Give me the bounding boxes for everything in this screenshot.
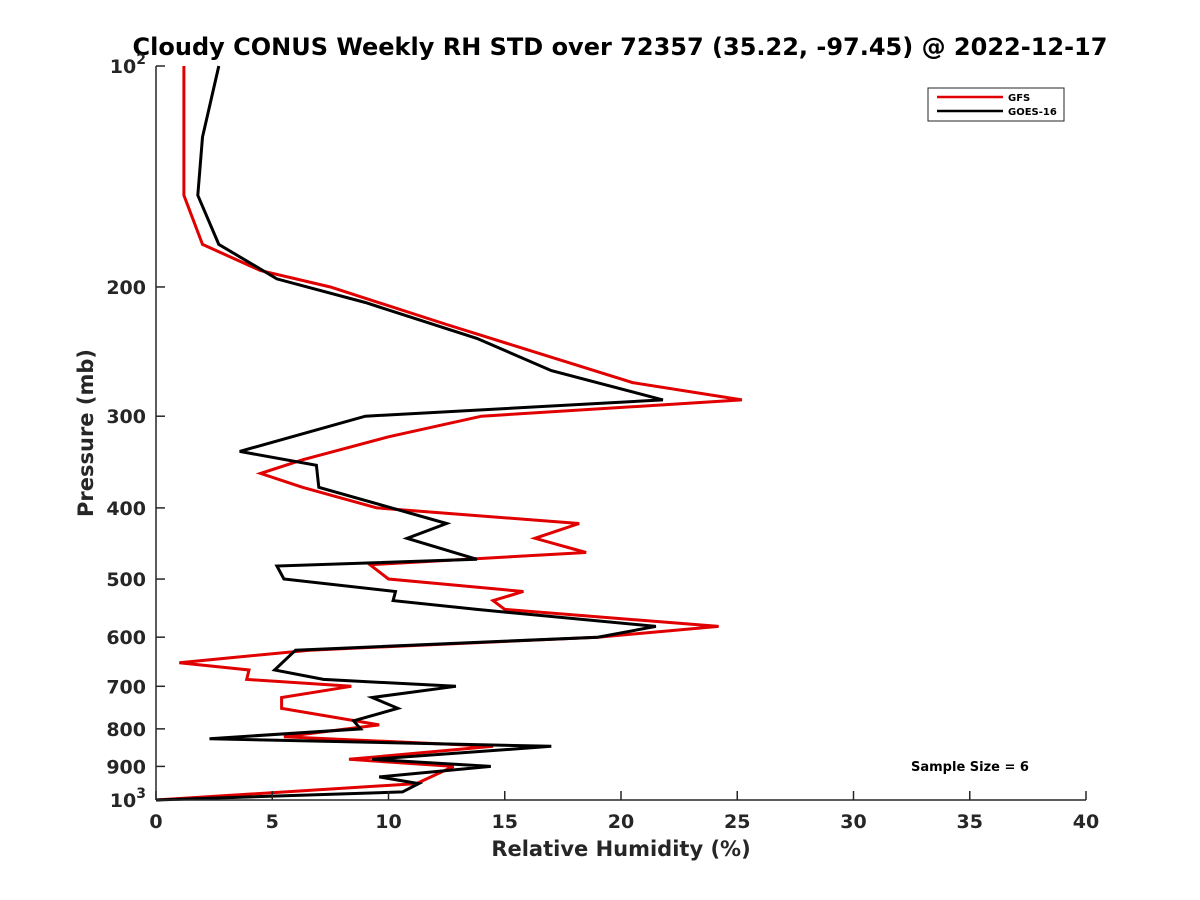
y-tick-label: 200 [106,277,146,299]
y-tick-label: 300 [106,406,146,428]
x-tick-label: 0 [149,811,162,833]
y-tick-label: 500 [106,569,146,591]
y-tick-label: 700 [106,676,146,698]
plot-lines [155,65,743,802]
series-line-goes-16 [155,65,664,802]
y-tick-label: 103 [110,786,146,812]
y-axis-label: Pressure (mb) [74,349,98,517]
x-tick-label: 40 [1073,811,1099,833]
y-tick-label: 400 [106,498,146,520]
legend: GFS GOES-16 [927,87,1065,122]
x-tick-label: 10 [375,811,401,833]
series-line-gfs [155,66,743,802]
y-tick-label: 800 [106,719,146,741]
x-axis-ticks: 0 5 10 15 20 25 30 35 40 [149,791,1099,833]
x-tick-label: 35 [957,811,983,833]
y-axis-ticks: 102 200 300 400 500 600 700 800 900 103 [106,52,165,812]
legend-box [927,87,1065,122]
x-tick-label: 25 [724,811,750,833]
y-tick-label: 600 [106,627,146,649]
y-tick-label: 102 [110,52,146,78]
legend-label-gfs: GFS [1008,93,1030,104]
legend-label-goes-16: GOES-16 [1008,107,1057,118]
x-tick-label: 5 [266,811,279,833]
x-axis-label: Relative Humidity (%) [491,837,750,861]
x-tick-label: 30 [840,811,866,833]
chart-title: Cloudy CONUS Weekly RH STD over 72357 (3… [133,33,1108,61]
x-tick-label: 20 [608,811,634,833]
sample-size-annotation: Sample Size = 6 [911,760,1029,775]
x-tick-label: 15 [492,811,518,833]
y-tick-label: 900 [106,756,146,778]
